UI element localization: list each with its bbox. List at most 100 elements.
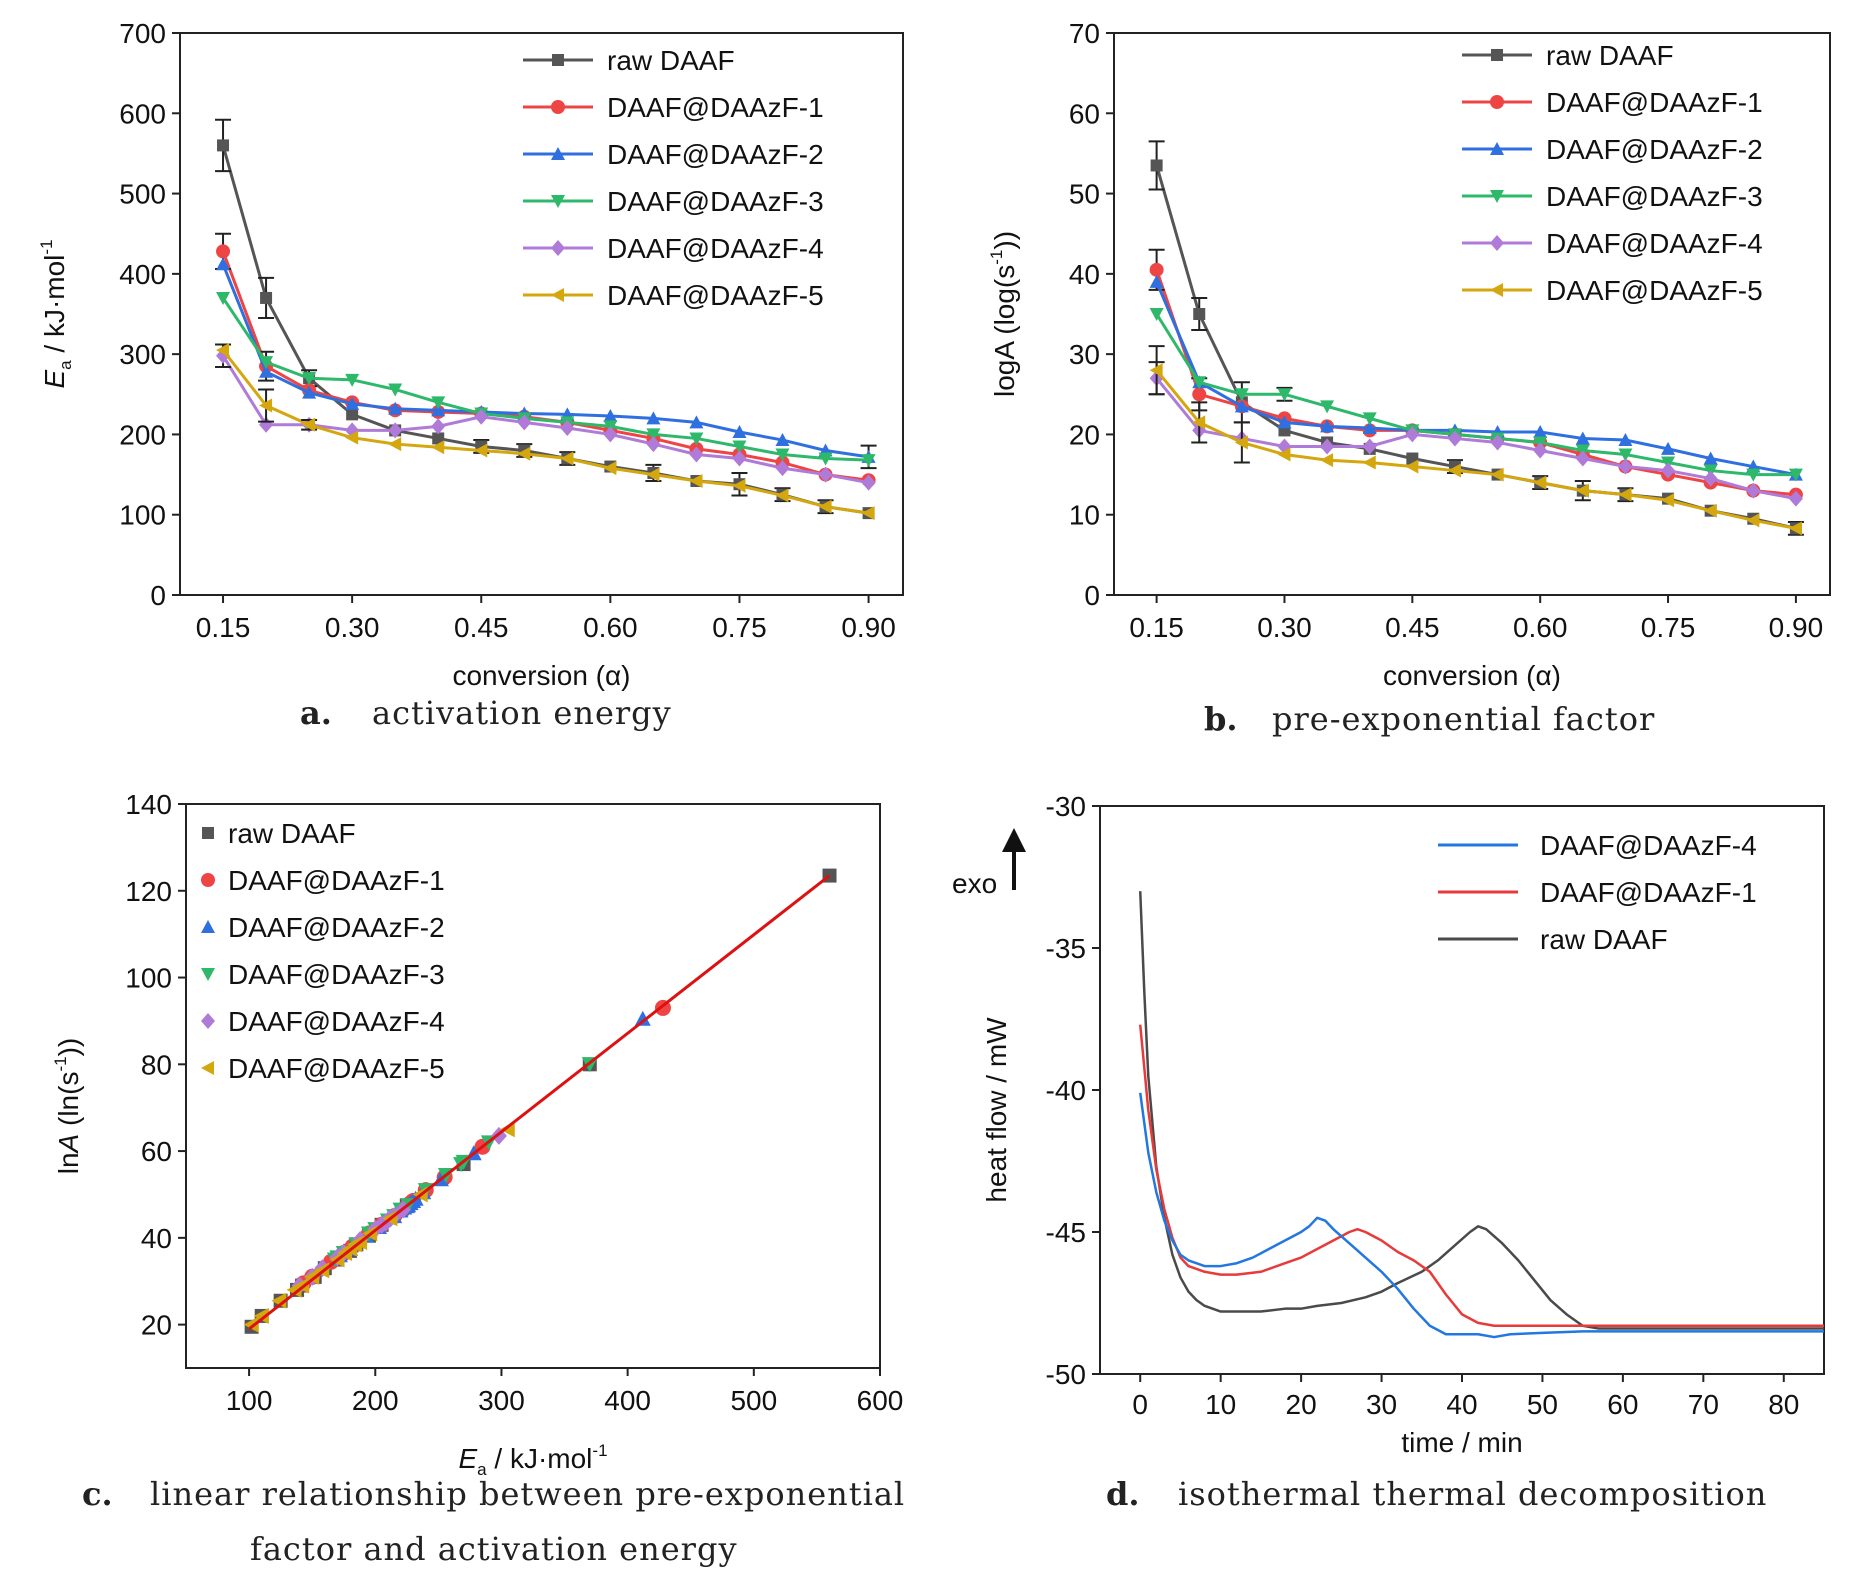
panel-d-legend-label: raw DAAF bbox=[1540, 924, 1668, 955]
panel-a-point-daaf-daazf-2 bbox=[216, 257, 231, 271]
panel-c-legend-marker bbox=[201, 1013, 215, 1029]
panel-a-point-daaf-daazf-4 bbox=[560, 420, 575, 437]
panel-b-legend-marker bbox=[1490, 283, 1503, 297]
panel-d-xtick-label: 30 bbox=[1366, 1389, 1397, 1420]
panel-c-legend-label: DAAF@DAAzF-2 bbox=[228, 912, 445, 943]
panel-b-point-daaf-daazf-5 bbox=[1234, 435, 1248, 450]
panel-b-point-daaf-daazf-4 bbox=[1788, 490, 1803, 507]
panel-b-point-daaf-daazf-4 bbox=[1575, 450, 1590, 467]
panel-a-point-daaf-daazf-5 bbox=[646, 467, 660, 482]
panel-b-legend-label: DAAF@DAAzF-4 bbox=[1546, 228, 1763, 259]
panel-a-point-daaf-daazf-3 bbox=[689, 432, 704, 446]
panel-a-xtick-label: 0.15 bbox=[196, 612, 251, 643]
panel-b-point-daaf-daazf-4 bbox=[1661, 462, 1676, 479]
caption-c-letter: c. bbox=[82, 1475, 113, 1513]
panel-b-point-daaf-daazf-4 bbox=[1533, 442, 1548, 459]
panel-a-point-daaf-daazf-2 bbox=[603, 408, 618, 422]
panel-c-legend-marker bbox=[201, 1061, 214, 1075]
panel-b-point-daaf-daazf-5 bbox=[1192, 415, 1206, 430]
caption-c: c. linear relationship between pre-expon… bbox=[82, 1475, 905, 1568]
panel-d-xtick-label: 20 bbox=[1286, 1389, 1317, 1420]
panel-a-point-daaf-daazf-5 bbox=[216, 343, 230, 358]
panel-a-point-daaf-daazf-5 bbox=[818, 499, 832, 514]
panel-a-line-daaf-daazf-4 bbox=[221, 354, 869, 485]
panel-a-point-daaf-daazf-1 bbox=[216, 244, 231, 259]
panel-b-point-daaf-daazf-2 bbox=[1149, 274, 1164, 288]
panel-a-point-daaf-daazf-4 bbox=[474, 408, 489, 425]
panel-b-point-daaf-daazf-3 bbox=[1746, 468, 1761, 482]
panel-a-legend-marker bbox=[551, 240, 565, 256]
panel-c-ytick-label: 20 bbox=[141, 1310, 172, 1341]
panel-a-point-daaf-daazf-3 bbox=[216, 291, 231, 305]
panel-c-ylabel-rest: (ln(s bbox=[53, 1072, 84, 1134]
panel-a-point-daaf-daazf-5 bbox=[861, 506, 875, 521]
panel-c-xlabel: Ea / kJ·mol-1 bbox=[458, 1441, 607, 1479]
panel-c-xtick-label: 500 bbox=[730, 1385, 777, 1416]
panel-d-xtick-label: 80 bbox=[1768, 1389, 1799, 1420]
panel-a-point-daaf-daazf-3 bbox=[302, 372, 317, 386]
panel-a-point-daaf-daazf-4 bbox=[646, 436, 661, 453]
panel-b-xtick-label: 0.60 bbox=[1513, 612, 1568, 643]
caption-c-text-line1: linear relationship between pre-exponent… bbox=[150, 1475, 905, 1513]
panel-b-point-daaf-daazf-5 bbox=[1490, 467, 1504, 482]
panel-b-point-raw-daaf bbox=[1193, 308, 1206, 320]
panel-b-point-daaf-daazf-1 bbox=[1192, 387, 1207, 402]
panel-a-point-raw-daaf bbox=[346, 408, 359, 421]
panel-a-ylabel-rest: / kJ·mol bbox=[39, 255, 70, 361]
panel-b-point-daaf-daazf-4 bbox=[1490, 434, 1505, 451]
panel-a-series-raw-daaf bbox=[215, 118, 875, 520]
panel-d-curve-daaf-daazf-4 bbox=[1138, 1092, 1824, 1339]
panel-b-point-daaf-daazf-3 bbox=[1320, 400, 1335, 414]
panel-b-point-daaf-daazf-2 bbox=[1277, 415, 1292, 429]
panel-a-point-daaf-daazf-5 bbox=[517, 446, 531, 461]
panel-c-xlabel-main: E bbox=[458, 1443, 477, 1474]
panel-a-legend-marker bbox=[551, 100, 565, 114]
panel-b-ytick-label: 40 bbox=[1069, 259, 1100, 290]
panel-a-point-daaf-daazf-2 bbox=[775, 433, 790, 447]
panel-a-ytick-label: 400 bbox=[119, 259, 166, 290]
panel-d-exo-arrow-head bbox=[1002, 828, 1026, 852]
panel-a-ytick-label: 100 bbox=[119, 500, 166, 531]
panel-c-legend-label: DAAF@DAAzF-4 bbox=[228, 1006, 445, 1037]
panel-d-xtick-label: 70 bbox=[1688, 1389, 1719, 1420]
panel-c-frame bbox=[185, 803, 881, 1369]
panel-b-xtick-label: 0.75 bbox=[1641, 612, 1696, 643]
panel-a-point-daaf-daazf-2 bbox=[646, 411, 661, 425]
panel-b-point-daaf-daazf-3 bbox=[1192, 376, 1207, 390]
panel-b-point-daaf-daazf-2 bbox=[1661, 441, 1676, 455]
panel-b-point-daaf-daazf-2 bbox=[1362, 421, 1377, 435]
panel-b-point-daaf-daazf-4 bbox=[1618, 458, 1633, 475]
panel-a-point-daaf-daazf-2 bbox=[259, 364, 274, 378]
panel-b-point-daaf-daazf-5 bbox=[1703, 503, 1717, 518]
panel-b-point-daaf-daazf-4 bbox=[1746, 482, 1761, 499]
panel-b-xtick-label: 0.45 bbox=[1385, 612, 1440, 643]
panel-b-legend-marker bbox=[1490, 95, 1504, 109]
panel-a-point-daaf-daazf-3 bbox=[388, 383, 403, 397]
panel-c-legend-label: DAAF@DAAzF-5 bbox=[228, 1053, 445, 1084]
panel-b-legend-marker bbox=[1490, 235, 1504, 251]
panel-a-series-daaf-daazf-3 bbox=[216, 291, 876, 468]
panel-b-ytick-label: 10 bbox=[1069, 500, 1100, 531]
panel-b-line-daaf-daazf-5 bbox=[1155, 369, 1797, 530]
panel-a-ylabel-sup: -1 bbox=[37, 239, 56, 254]
panel-d-ytick-label: -35 bbox=[1046, 933, 1086, 964]
panel-b-xlabel: conversion (α) bbox=[1383, 660, 1561, 691]
panel-a-point-daaf-daazf-3 bbox=[345, 373, 360, 387]
panel-b-point-daaf-daazf-3 bbox=[1277, 388, 1292, 402]
panel-d-legend: DAAF@DAAzF-4 DAAF@DAAzF-1 raw DAAF bbox=[1438, 830, 1757, 955]
panel-a-xtick-label: 0.90 bbox=[841, 612, 896, 643]
panel-d-xtick-label: 50 bbox=[1527, 1389, 1558, 1420]
panel-c-ytick-label: 60 bbox=[141, 1136, 172, 1167]
panel-a-legend-label: raw DAAF bbox=[607, 45, 735, 76]
panel-b-point-daaf-daazf-4 bbox=[1405, 426, 1420, 443]
panel-a-line-daaf-daazf-3 bbox=[221, 297, 869, 462]
panel-c-ytick-label: 40 bbox=[141, 1223, 172, 1254]
caption-b-letter: b. bbox=[1204, 700, 1238, 738]
panel-c-ytick-label: 120 bbox=[125, 876, 172, 907]
panel-b-point-daaf-daazf-5 bbox=[1277, 447, 1291, 462]
panel-d-ytick-label: -40 bbox=[1046, 1075, 1086, 1106]
panel-b-point-daaf-daazf-5 bbox=[1746, 513, 1760, 528]
panel-c-fit-line bbox=[248, 874, 831, 1331]
panel-a-point-daaf-daazf-3 bbox=[818, 452, 833, 466]
panel-d-curve-daaf-daazf-1 bbox=[1138, 1024, 1824, 1327]
